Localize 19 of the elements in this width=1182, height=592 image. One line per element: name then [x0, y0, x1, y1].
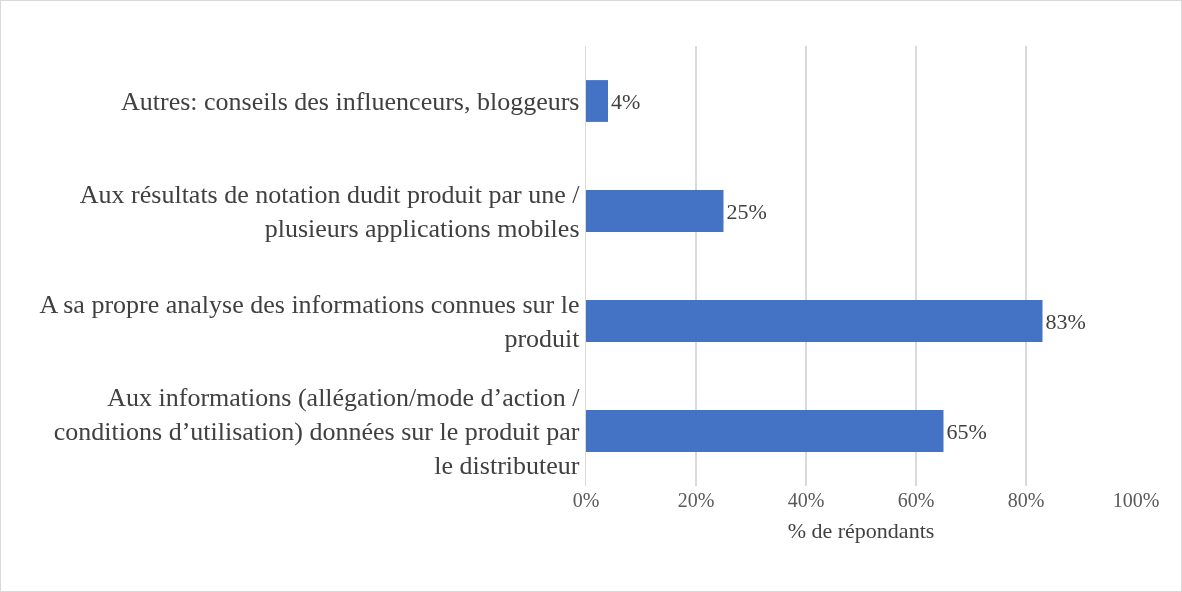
bar [586, 190, 724, 232]
bar [586, 410, 944, 452]
data-label: 4% [611, 88, 641, 114]
y-tick-label: A sa propre analyse des informations connues sur le produit [39, 290, 581, 353]
x-tick-label: 60% [897, 489, 935, 511]
data-label: 83% [1045, 308, 1086, 334]
x-tick-label: 100% [1112, 489, 1160, 511]
data-label: 25% [726, 198, 767, 224]
x-axis-title: % de répondants [787, 517, 935, 543]
bar [586, 300, 1043, 342]
y-tick-label: Aux résultats de notation dudit produit par une / plusieurs applications mobiles [79, 180, 581, 243]
y-tick-label: Autres: conseils des influenceurs, bloggeurs [120, 87, 580, 117]
x-tick-label: 80% [1007, 489, 1045, 511]
bar [586, 80, 608, 122]
x-tick-label: 40% [787, 489, 825, 511]
x-tick-label: 0% [572, 489, 600, 511]
y-tick-label: Aux informations (allégation/mode d’action / conditions d’utilisation) données sur le produit par le distributeur [53, 383, 581, 480]
x-tick-label: 20% [677, 489, 715, 511]
data-label: 65% [946, 418, 987, 444]
